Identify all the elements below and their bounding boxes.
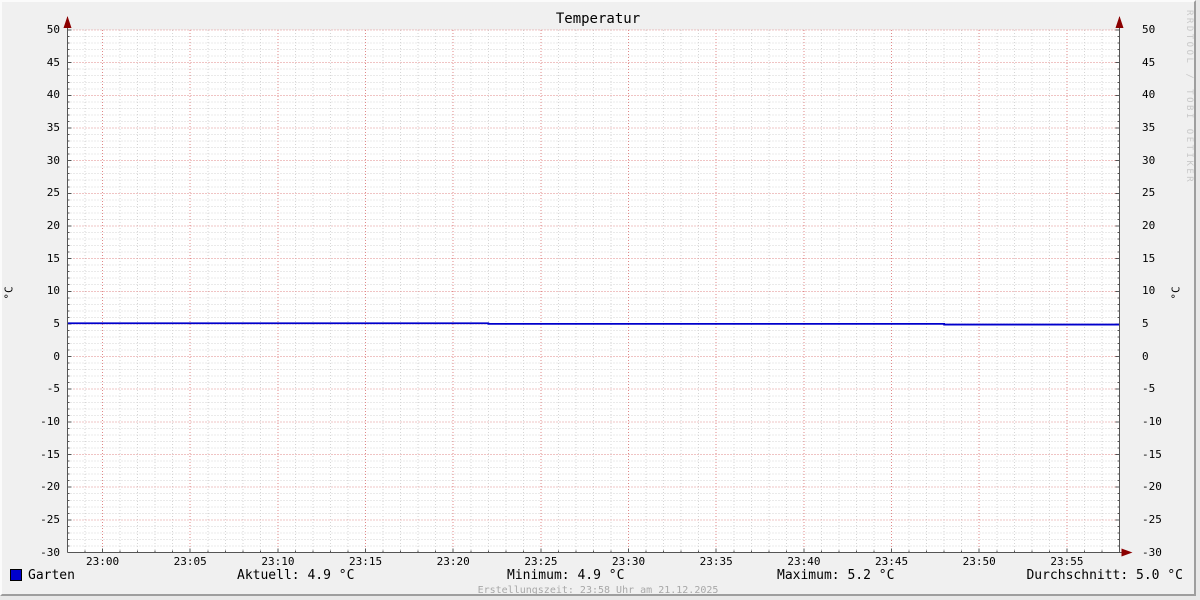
y-axis-unit-left: °C <box>2 286 16 300</box>
y-axis-tick-label: 40 <box>46 88 60 102</box>
y-axis-tick-label: -15 <box>40 447 60 461</box>
y-axis-tick-label: 20 <box>1142 218 1156 232</box>
legend-stat-maximum: Maximum: 5.2 °C <box>777 568 895 583</box>
y-axis-tick-label: 30 <box>46 153 60 167</box>
rrdtool-watermark: RRDTOOL / TOBI OETIKER <box>1184 10 1194 185</box>
chart-title: Temperatur <box>555 11 641 27</box>
y-axis-tick-label: 15 <box>1142 251 1156 265</box>
y-axis-tick-label: -30 <box>40 545 60 559</box>
y-axis-tick-label: -10 <box>40 414 60 428</box>
x-axis-tick-label: 23:30 <box>612 555 646 568</box>
x-axis-tick-label: 23:45 <box>875 555 909 568</box>
x-axis-tick-label: 23:00 <box>86 555 120 568</box>
x-axis-tick-label: 23:40 <box>787 555 821 568</box>
x-axis-tick-label: 23:10 <box>261 555 295 568</box>
y-axis-tick-label: 50 <box>46 23 60 36</box>
y-axis-tick-label: 5 <box>53 316 60 330</box>
y-axis-tick-label: -20 <box>40 480 60 494</box>
y-axis-tick-label: 45 <box>46 55 60 69</box>
y-axis-tick-label: 35 <box>1142 120 1156 134</box>
y-axis-tick-label: 50 <box>1142 23 1156 36</box>
x-axis-tick-label: 23:25 <box>524 555 558 568</box>
x-axis-tick-label: 23:55 <box>1050 555 1084 568</box>
legend: Garten Aktuell: 4.9 °C Minimum: 4.9 °C M… <box>2 568 1194 584</box>
legend-series-label: Garten <box>28 568 75 583</box>
y-axis-tick-label: -5 <box>46 382 60 396</box>
y-axis-tick-label: 0 <box>1142 349 1149 363</box>
y-axis-tick-label: -5 <box>1142 382 1156 396</box>
y-axis-tick-label: 20 <box>46 218 60 232</box>
y-axis-tick-label: 10 <box>1142 284 1156 298</box>
y-axis-tick-label: 0 <box>53 349 60 363</box>
y-axis-tick-label: 45 <box>1142 55 1156 69</box>
y-axis-tick-label: 25 <box>1142 186 1156 200</box>
x-axis-tick-label: 23:15 <box>349 555 383 568</box>
y-axis-tick-label: -25 <box>40 512 60 526</box>
y-axis-tick-label: 30 <box>1142 153 1156 167</box>
legend-stat-durchschnitt: Durchschnitt: 5.0 °C <box>1026 568 1183 583</box>
series-color-swatch <box>10 569 22 581</box>
y-axis-tick-label: 10 <box>46 284 60 298</box>
creation-time: Erstellungszeit: 23:58 Uhr am 21.12.2025 <box>477 585 719 596</box>
x-axis-tick-label: 23:05 <box>173 555 207 568</box>
y-axis-tick-label: -10 <box>1142 414 1162 428</box>
x-axis-tick-label: 23:35 <box>699 555 733 568</box>
y-axis-tick-label: -20 <box>1142 480 1162 494</box>
y-axis-tick-label: 40 <box>1142 88 1156 102</box>
y-axis-tick-label: 15 <box>46 251 60 265</box>
y-axis-tick-label: 25 <box>46 186 60 200</box>
y-axis-tick-label: -15 <box>1142 447 1162 461</box>
y-axis-tick-label: 5 <box>1142 316 1149 330</box>
y-axis-unit-right: °C <box>1169 286 1183 300</box>
y-axis-tick-label: 35 <box>46 120 60 134</box>
x-axis-tick-label: 23:50 <box>962 555 996 568</box>
legend-stat-aktuell: Aktuell: 4.9 °C <box>237 568 355 583</box>
y-axis-tick-label: -25 <box>1142 512 1162 526</box>
x-axis-tick-label: 23:20 <box>436 555 470 568</box>
y-axis-tick-label: -30 <box>1142 545 1162 559</box>
legend-stat-minimum: Minimum: 4.9 °C <box>507 568 625 583</box>
